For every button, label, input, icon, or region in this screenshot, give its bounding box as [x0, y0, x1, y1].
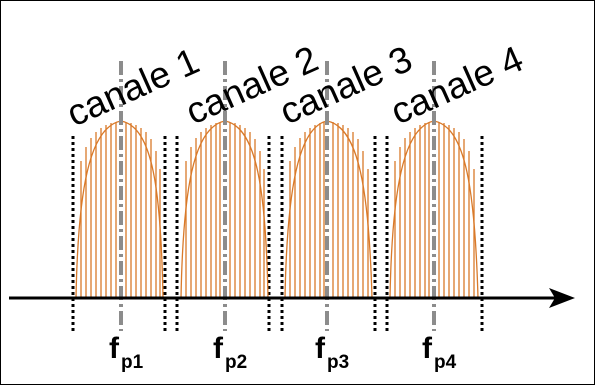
frequency-axis [9, 288, 575, 308]
freq-label-subscript: p2 [225, 352, 247, 373]
freq-label-subscript: p3 [327, 352, 349, 373]
band-hatch [289, 122, 369, 298]
freq-label-4: f p4 [422, 332, 457, 373]
freq-label-base: f [213, 332, 224, 365]
freq-label-subscript: p1 [121, 352, 144, 373]
freq-label-1: f p1 [109, 332, 144, 373]
band-hatch [80, 122, 161, 298]
channel-band-1 [75, 120, 164, 299]
band-hatch [394, 122, 475, 298]
axis-arrowhead [549, 288, 575, 308]
channel-band-3 [284, 120, 373, 299]
freq-label-base: f [315, 332, 326, 365]
guard-lines [71, 136, 484, 331]
band-hatch [185, 122, 265, 298]
carrier-lines [119, 61, 436, 331]
freq-label-subscript: p4 [434, 352, 457, 373]
freq-label-2: f p2 [213, 332, 247, 373]
freq-label-base: f [422, 332, 433, 365]
freq-label-base: f [109, 332, 120, 365]
channel-label-1: canale 1 [61, 40, 205, 134]
freq-label-3: f p3 [315, 332, 349, 373]
channel-band-2 [180, 120, 269, 299]
